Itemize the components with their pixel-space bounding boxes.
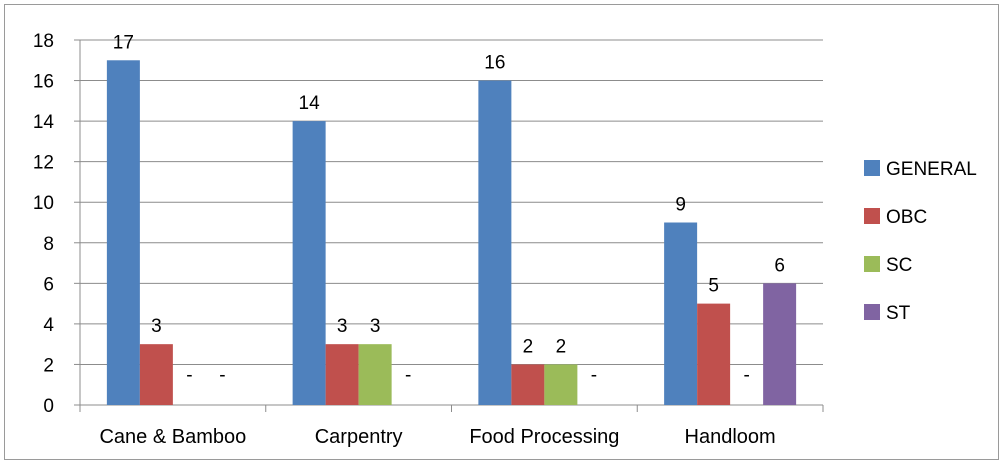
y-tick-label: 16 bbox=[33, 72, 54, 93]
bar-obc bbox=[325, 344, 359, 405]
bar-st bbox=[763, 283, 797, 405]
bar-obc bbox=[139, 344, 173, 405]
data-label: 3 bbox=[151, 316, 162, 337]
data-label: 2 bbox=[556, 336, 567, 357]
data-label: 16 bbox=[484, 53, 505, 74]
y-tick-label: 14 bbox=[33, 112, 55, 133]
bar-general bbox=[478, 80, 512, 406]
category-label: Carpentry bbox=[315, 426, 403, 448]
y-tick-label: 18 bbox=[33, 31, 54, 52]
data-label: - bbox=[186, 365, 192, 386]
category-label: Handloom bbox=[685, 426, 776, 448]
y-tick-label: 10 bbox=[33, 193, 54, 214]
legend-label-sc: SC bbox=[886, 255, 912, 276]
data-label: 9 bbox=[675, 195, 686, 216]
bar-obc bbox=[697, 303, 731, 405]
y-tick-label: 0 bbox=[43, 396, 54, 417]
data-label: 5 bbox=[708, 276, 719, 297]
legend-label-obc: OBC bbox=[886, 207, 927, 228]
data-label: - bbox=[219, 365, 225, 386]
data-label: 17 bbox=[113, 32, 134, 53]
data-label: - bbox=[591, 365, 597, 386]
legend-swatch-st bbox=[864, 304, 880, 320]
bar-sc bbox=[544, 364, 578, 405]
legend-swatch-general bbox=[864, 160, 880, 176]
bar-obc bbox=[511, 364, 545, 405]
data-label: - bbox=[743, 365, 749, 386]
bar-sc bbox=[358, 344, 392, 405]
category-label: Food Processing bbox=[469, 426, 619, 448]
legend-label-st: ST bbox=[886, 303, 911, 324]
data-label: 3 bbox=[337, 316, 348, 337]
y-tick-label: 6 bbox=[43, 274, 54, 295]
data-label: 14 bbox=[299, 93, 321, 114]
bar-general bbox=[664, 222, 698, 405]
y-tick-label: 2 bbox=[43, 355, 54, 376]
y-tick-label: 4 bbox=[43, 315, 54, 336]
category-label: Cane & Bamboo bbox=[99, 426, 246, 448]
y-tick-label: 12 bbox=[33, 153, 54, 174]
legend-swatch-sc bbox=[864, 256, 880, 272]
data-label: 3 bbox=[370, 316, 381, 337]
bar-general bbox=[106, 60, 140, 406]
data-label: 2 bbox=[523, 336, 534, 357]
data-label: - bbox=[405, 365, 411, 386]
legend-swatch-obc bbox=[864, 208, 880, 224]
legend-label-general: GENERAL bbox=[886, 159, 977, 180]
data-label: 6 bbox=[774, 255, 785, 276]
bar-general bbox=[292, 121, 326, 405]
y-tick-label: 8 bbox=[43, 234, 54, 255]
